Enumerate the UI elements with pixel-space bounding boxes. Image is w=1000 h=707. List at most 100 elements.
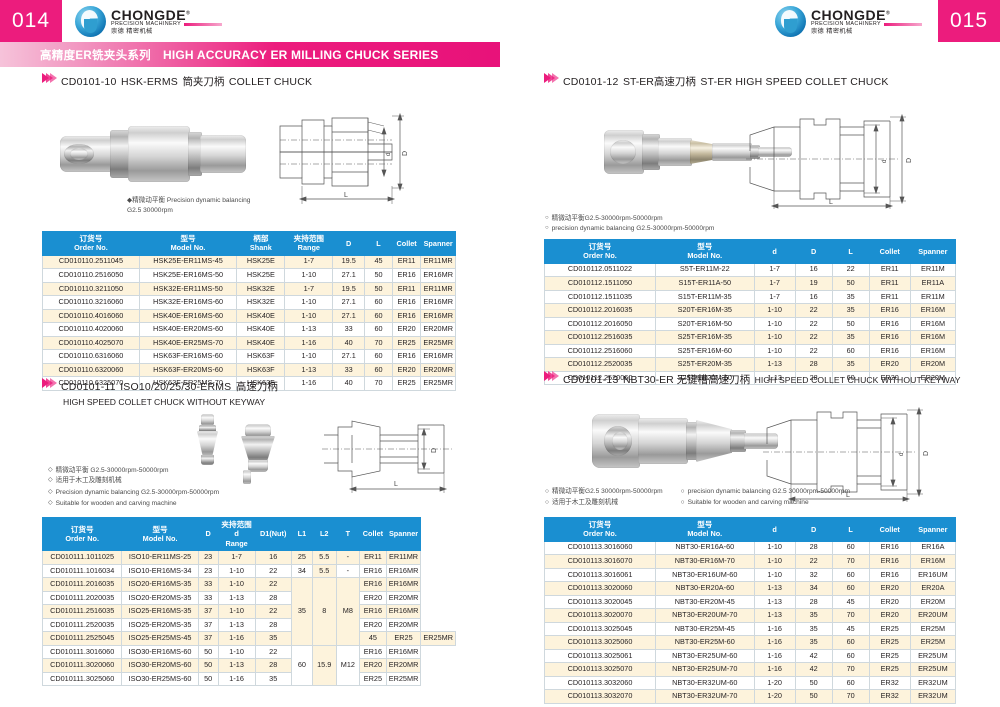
table-cell: ER16 <box>359 644 387 660</box>
table-row: CD010112.2520035 S25T-ER20M-35 1-13 28 35 ER2… <box>544 357 957 372</box>
table-row: CD010111.2016035 ISO20-ER16MS-35 33 1-10 22 3… <box>41 577 456 646</box>
table-cell: ISO10-ER16MS-34 <box>121 563 199 579</box>
section-title-cn: NBT30-ER 无键槽高速刀柄 <box>622 374 751 386</box>
table-cell: HSK63F <box>236 362 286 378</box>
table-cell-merged: 45 <box>359 631 387 646</box>
note-line-2: G2.5 30000rpm <box>127 207 173 215</box>
table-cell: 1-16 <box>284 376 334 391</box>
column-header-d: D <box>794 239 833 264</box>
table-cell: CD010112.2016050 <box>544 316 656 332</box>
table-row: CD010111.3020060 ISO30-ER20MS-60 50 1-13 28 E… <box>41 658 456 673</box>
table-cell-merged: 35 <box>290 577 313 646</box>
table-cell: S25T-ER16M-60 <box>654 343 755 359</box>
bullet-icon: ○ <box>545 225 549 232</box>
table-cell: ER16 <box>868 330 911 345</box>
table-cell: ER20 <box>868 594 911 610</box>
table-cell: 1-16 <box>217 631 256 646</box>
note-line: 适用于木工及雕刻机械 <box>551 498 618 506</box>
product-photo-hsk-collet-chuck <box>58 108 258 193</box>
technical-drawing-iso: D L <box>318 405 468 505</box>
table-row: CD010110.3216060 HSK32E-ER16MS-60 HSK32E 1-… <box>42 295 456 310</box>
table-row: CD010113.3032070 NBT30-ER32UM-70 1-20 50 70 E… <box>544 689 957 704</box>
table-cell: 35 <box>254 631 292 646</box>
product-photo-nbt30-chuck <box>590 400 820 480</box>
column-header-order-no-: 订货号 Order No. <box>42 231 140 256</box>
table-cell: 50 <box>197 658 219 673</box>
table-cell: 50 <box>831 316 870 332</box>
table-cell: 50 <box>364 281 393 297</box>
column-header-order-no-: 订货号 Order No. <box>544 517 656 542</box>
table-cell-merged: 25 <box>290 550 313 565</box>
table-cell: 45 <box>364 254 393 270</box>
table-cell: 27.1 <box>332 268 366 283</box>
drawing-label-D: D <box>402 151 409 156</box>
table-cell: ER11 <box>359 550 387 565</box>
table-cell: ER11 <box>868 276 911 291</box>
table-cell: S25T-ER20M-35 <box>654 357 755 372</box>
table-header-row: 订货号 Order No. 型号 Model No. d D L Collet Spanner <box>544 517 957 542</box>
brand-name-cn: 崇德 精密机械 <box>810 27 853 35</box>
table-cell: ER16 <box>359 577 387 592</box>
table-row: CD010110.4016060 HSK40E-ER16MS-60 HSK40E 1-… <box>42 308 456 324</box>
table-cell: 19.5 <box>332 254 366 270</box>
table-cell: ER16MR <box>385 644 422 660</box>
column-header-t: T <box>335 516 361 552</box>
table-cell: 60 <box>364 322 393 337</box>
table-cell-merged: 34 <box>290 563 313 579</box>
spec-table-cd0101-12: 订货号 Order No. 型号 Model No. d D L Collet Spanner … <box>544 239 957 386</box>
table-cell: ER16MR <box>385 563 422 579</box>
brand-logo-right: CHONGDE® PRECISION MACHINERY 崇德 精密机械 <box>774 6 922 37</box>
table-cell: NBT30-ER25UM-60 <box>654 648 755 664</box>
table-row: CD010110.2511045 HSK25E-ER11MS-45 HSK25E 1-… <box>42 254 456 270</box>
table-cell: HSK63F-ER16MS-60 <box>138 349 238 364</box>
table-cell: 1-7 <box>753 276 796 291</box>
table-cell: S20T-ER16M-35 <box>654 303 755 318</box>
table-cell: ER16MR <box>420 349 456 364</box>
table-cell: NBT30-ER20UM-70 <box>654 608 755 623</box>
table-cell: ER20 <box>359 617 387 633</box>
column-header-cn: 型号 <box>152 524 168 534</box>
table-cell: ER20A <box>909 581 957 596</box>
table-row: CD010110.2516050 HSK25E-ER16MS-50 HSK25E 1-… <box>42 268 456 283</box>
note-line: Precision dynamic balancing G2.5-30000rp… <box>55 489 220 497</box>
table-cell: ER16MR <box>420 295 456 310</box>
column-header-en: d <box>772 524 777 534</box>
table-row: CD010113.3020060 NBT30-ER20A-60 1-13 34 60 ER… <box>544 581 957 596</box>
table-cell: 45 <box>831 621 870 637</box>
note-line: 适用于木工及雕刻机械 <box>55 477 122 485</box>
section-notes-cd0101-13: ○ 精微动平衡G2.5 30000rpm-50000rpm ○ 适用于木工及雕刻机械… <box>545 487 850 508</box>
note-line: 精微动平衡G2.5 30000rpm-50000rpm <box>551 488 663 495</box>
table-cell: CD010111.1016034 <box>41 563 123 579</box>
table-cell: 23 <box>197 563 219 579</box>
table-cell: CD010113.3032070 <box>544 689 656 704</box>
table-cell: S25T-ER20M-60 <box>654 370 755 386</box>
technical-drawing-hsk: D d L <box>272 100 462 220</box>
table-cell: 1-20 <box>753 689 796 704</box>
table-cell: ER20MR <box>385 658 422 673</box>
table-cell: CD010113.3020070 <box>544 608 656 623</box>
column-header-cn: 型号 <box>697 520 713 529</box>
table-cell: ER16 <box>391 349 422 364</box>
table-cell: ER20UM <box>909 608 957 623</box>
table-cell: ER11 <box>391 254 422 270</box>
spec-table-cd0101-11: 订货号 Order No. 型号 Model No. D 夹持范围d Range D1(Nut… <box>41 516 456 687</box>
column-header-d: d <box>753 239 796 264</box>
table-cell: 19 <box>794 276 833 291</box>
table-cell: CD010110.6320060 <box>42 362 140 378</box>
column-header-en: Order No. <box>65 534 100 544</box>
column-header-cn: 柄部 <box>253 234 269 243</box>
table-cell: CD010113.3025060 <box>544 635 656 650</box>
table-cell: ER16 <box>868 316 911 332</box>
table-cell: ISO20-ER16MS-35 <box>121 577 199 592</box>
table-cell: 35 <box>831 330 870 345</box>
table-cell: 1-10 <box>753 343 796 359</box>
table-cell: ER11MR <box>385 550 422 565</box>
table-cell: NBT30-ER16M-70 <box>654 554 755 569</box>
table-cell: HSK25E <box>236 254 286 270</box>
table-cell: ISO20-ER20MS-35 <box>121 590 199 606</box>
column-header-d: d <box>753 517 796 542</box>
table-cell: CD010111.2525045 <box>41 631 123 646</box>
table-cell: ER16A <box>909 540 957 556</box>
table-cell: 28 <box>794 540 833 556</box>
table-cell: 45 <box>831 594 870 610</box>
